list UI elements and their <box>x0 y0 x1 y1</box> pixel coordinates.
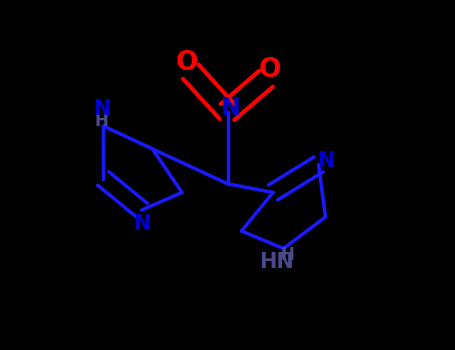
Text: H: H <box>280 246 294 265</box>
Text: N: N <box>317 151 334 171</box>
Text: HN: HN <box>259 252 294 273</box>
Text: N: N <box>133 214 151 234</box>
Text: O: O <box>258 57 281 83</box>
Text: N: N <box>221 97 241 120</box>
Text: O: O <box>176 50 198 76</box>
Text: H: H <box>95 112 108 130</box>
Text: N: N <box>93 99 110 119</box>
